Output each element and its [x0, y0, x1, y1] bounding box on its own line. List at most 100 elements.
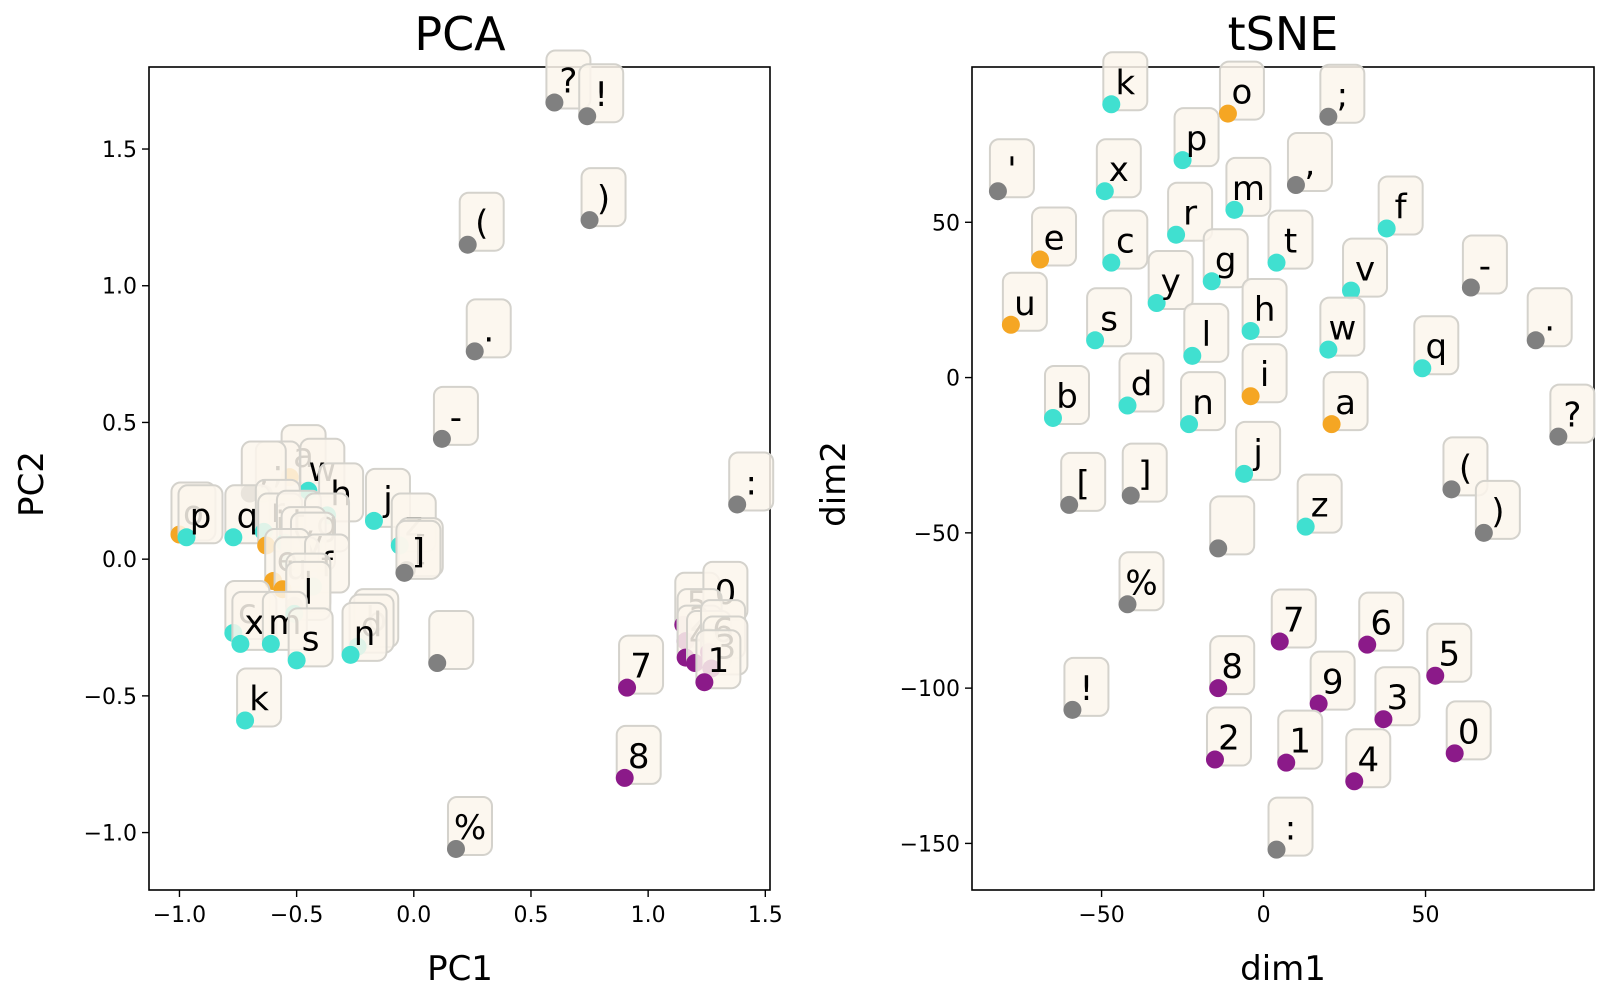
tsne-point: n — [1180, 371, 1227, 434]
tsne-point-marker — [1209, 679, 1228, 698]
tsne-label-box — [1377, 175, 1424, 236]
tsne-point-label: b — [1056, 377, 1078, 417]
tsne-point-marker — [1205, 750, 1224, 769]
tsne-point-label: z — [1311, 486, 1329, 526]
tsne-point-label: j — [1252, 433, 1262, 473]
tsne-point-marker — [1102, 95, 1121, 114]
tsne-label-box — [1319, 63, 1366, 124]
tsne-point-label: r — [1183, 194, 1197, 234]
pca-label-box — [458, 191, 505, 252]
tsne-point-marker — [1319, 107, 1338, 126]
tsne-label-box — [1209, 495, 1256, 556]
tsne-label-box — [1086, 287, 1133, 348]
pca-point-label: ! — [594, 75, 608, 115]
tsne-point-label: l — [1202, 315, 1211, 355]
pca-point: . — [465, 298, 512, 361]
tsne-label-box — [1549, 383, 1596, 444]
tsne-point: [ — [1060, 451, 1107, 514]
tsne-point-marker — [1474, 523, 1493, 542]
tsne-point-label: ? — [1563, 396, 1581, 436]
pca-label-box — [236, 667, 283, 728]
tsne-point: , — [1286, 132, 1333, 195]
tsne-point: t — [1267, 209, 1314, 272]
tsne-point-label: p — [1186, 119, 1208, 159]
tsne-point-label: a — [1335, 383, 1356, 423]
tsne-point: 7 — [1270, 588, 1317, 651]
tsne-point: 5 — [1426, 622, 1473, 685]
pca-ytick-label: 0.0 — [102, 548, 137, 573]
tsne-label-box — [1319, 296, 1366, 357]
tsne-point: % — [1118, 551, 1165, 614]
tsne-point: r — [1167, 181, 1214, 244]
pca-point: ] — [395, 519, 442, 582]
pca-point-marker — [261, 634, 280, 653]
tsne-point-marker — [1180, 415, 1199, 434]
tsne-point: 6 — [1358, 591, 1405, 654]
tsne-point-marker — [1218, 104, 1237, 123]
pca-ytick-label: 0.5 — [102, 411, 137, 436]
tsne-label-box — [1461, 234, 1508, 295]
tsne-point-marker — [1060, 495, 1079, 514]
tsne-point-label: ( — [1459, 448, 1472, 488]
tsne-point-marker — [1086, 331, 1105, 350]
tsne-label-box — [1218, 60, 1265, 121]
pca-point: 8 — [615, 724, 662, 787]
pca-xlabel: PC1 — [427, 949, 493, 989]
tsne-label-box — [1095, 138, 1142, 199]
pca-point-label: n — [354, 614, 376, 654]
tsne-point: v — [1342, 237, 1389, 300]
pca-point-marker — [236, 711, 255, 730]
tsne-label-box — [1063, 656, 1110, 717]
tsne-point: k — [1102, 51, 1149, 114]
tsne-point-label: n — [1192, 383, 1214, 423]
pca-point-label: s — [302, 619, 320, 659]
tsne-point-marker — [1241, 387, 1260, 406]
tsne-point-marker — [1241, 321, 1260, 340]
tsne-point-label: - — [1479, 247, 1491, 287]
tsne-point-label: e — [1044, 219, 1065, 259]
pca-point-label: . — [483, 310, 494, 350]
pca-point-marker — [580, 211, 599, 230]
pca-point-label: x — [244, 603, 264, 643]
pca-xtick-label: 0.5 — [513, 903, 548, 928]
tsne-point-label: w — [1328, 309, 1356, 349]
tsne-point-marker — [1183, 346, 1202, 365]
tsne-point-marker — [1374, 710, 1393, 729]
pca-point-label: ( — [475, 204, 488, 244]
pca-point-marker — [458, 235, 477, 254]
tsne-point-marker — [1277, 753, 1296, 772]
tsne-point-label: 4 — [1357, 740, 1379, 780]
tsne-point: ! — [1063, 656, 1110, 719]
tsne-point: ; — [1319, 63, 1366, 126]
tsne-label-box — [1180, 371, 1227, 432]
tsne-point: ' — [988, 138, 1035, 201]
tsne-label-box — [1474, 479, 1521, 540]
tsne-point-marker — [1209, 539, 1228, 558]
tsne-point-marker — [1377, 219, 1396, 238]
tsne-point: 1 — [1277, 709, 1324, 772]
tsne-point — [1209, 495, 1256, 558]
tsne-point-marker — [1445, 744, 1464, 763]
tsne-label-box — [1526, 287, 1573, 348]
tsne-point: s — [1086, 287, 1133, 350]
tsne-label-box — [1205, 706, 1252, 767]
tsne-label-box — [1241, 343, 1288, 404]
tsne-label-box — [1225, 156, 1272, 217]
pca-point-label: 7 — [630, 647, 652, 687]
tsne-ylabel: dim2 — [814, 441, 854, 527]
tsne-label-box — [1345, 728, 1392, 789]
tsne-point-marker — [1225, 200, 1244, 219]
tsne-point-marker — [1102, 253, 1121, 272]
pca-label-box — [618, 634, 665, 695]
tsne-point-marker — [1426, 666, 1445, 685]
tsne-label-box — [1241, 277, 1288, 338]
tsne-xlabel: dim1 — [1240, 949, 1326, 989]
tsne-point-marker — [1267, 253, 1286, 272]
tsne-point-marker — [1322, 415, 1341, 434]
tsne-point-label: ; — [1337, 76, 1348, 116]
pca-point: ! — [578, 63, 625, 126]
pca-point-label: - — [450, 398, 462, 438]
pca-ytick-label: 1.5 — [102, 138, 137, 163]
tsne-label-box — [1209, 635, 1256, 696]
tsne-label-box — [1043, 364, 1090, 425]
